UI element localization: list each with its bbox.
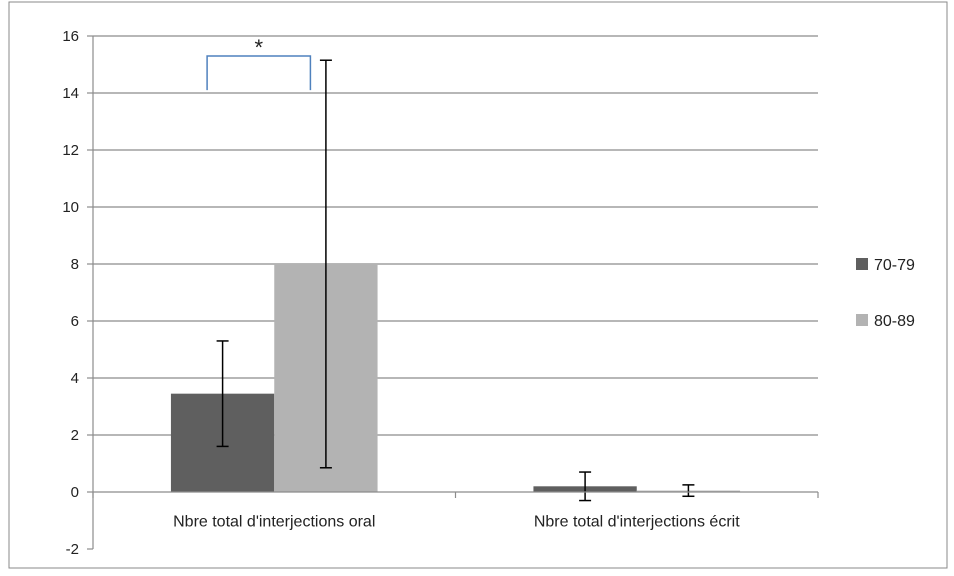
significance-annotation: * (206, 35, 312, 91)
significance-bracket (206, 55, 312, 91)
y-tick-labels: -2 0 2 4 6 8 10 12 14 16 (62, 28, 79, 558)
category-labels: Nbre total d'interjections oral Nbre tota… (173, 514, 740, 531)
significance-star: * (254, 35, 263, 60)
y-tick-label: 16 (62, 28, 79, 45)
category-label: Nbre total d'interjections écrit (534, 514, 740, 531)
legend-swatch-70-79 (856, 258, 868, 270)
y-tick-label: 6 (71, 313, 79, 330)
error-bars (216, 59, 695, 502)
legend: 70-79 80-89 (856, 257, 915, 330)
y-tick-label: 10 (62, 199, 79, 216)
y-tick-label: 2 (71, 427, 79, 444)
y-tick-label: 14 (62, 85, 79, 102)
legend-label: 80-89 (874, 313, 915, 330)
y-tick-label: 8 (71, 256, 79, 273)
category-label: Nbre total d'interjections oral (173, 514, 375, 531)
gridlines (93, 35, 818, 436)
y-tick-label: 0 (71, 484, 79, 501)
y-tick-label: 12 (62, 142, 79, 159)
legend-swatch-80-89 (856, 314, 868, 326)
chart-border (8, 1, 948, 569)
legend-label: 70-79 (874, 257, 915, 274)
axes (87, 35, 819, 550)
y-tick-label: -2 (66, 541, 79, 558)
y-tick-label: 4 (71, 370, 79, 387)
